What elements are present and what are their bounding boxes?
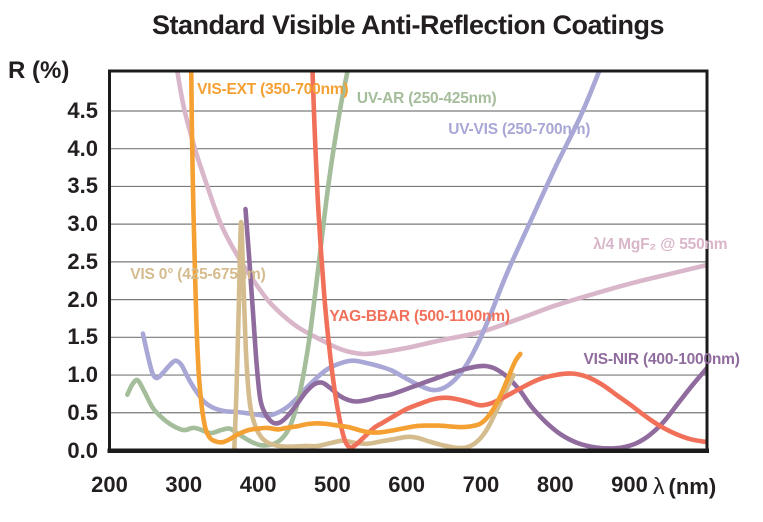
y-tick-label: 4.0 [67, 135, 98, 161]
y-tick-label: 1.5 [67, 324, 98, 350]
x-tick-label: 200 [91, 472, 128, 497]
lambda-symbol: λ [653, 473, 665, 499]
y-tick-label: 4.5 [67, 97, 98, 123]
x-axis-unit: (nm) [668, 474, 717, 499]
x-tick-label: 700 [462, 472, 500, 497]
x-tick-label: 400 [239, 472, 277, 497]
series-label-uv-vis: UV-VIS (250-700nm) [448, 120, 591, 138]
series-label-yag-bbar: YAG-BBAR (500-1100nm) [329, 307, 510, 325]
curve-vis-nir [243, 206, 709, 451]
series-label-vis-ext: VIS-EXT (350-700nm) [197, 80, 349, 98]
y-tick-label: 0.5 [67, 399, 98, 425]
series-label-vis-0deg: VIS 0° (425-675nm) [130, 265, 266, 283]
y-tick-label: 3.5 [67, 173, 98, 199]
x-tick-label: 900 [611, 472, 648, 497]
y-tick-label: 2.0 [67, 286, 98, 312]
x-tick-label: 800 [536, 472, 574, 497]
y-tick-label: 3.0 [67, 211, 98, 237]
x-tick-label: 600 [388, 472, 426, 497]
curve-yag-bbar [310, 70, 709, 450]
curve-vis-ext [188, 70, 523, 445]
y-tick-label: 0.0 [67, 437, 98, 463]
x-axis-label: λ (nm) [653, 473, 716, 500]
curve-vis-0deg [232, 220, 516, 451]
series-label-quarter-wave-mgf2: λ/4 MgF₂ @ 550nm [593, 235, 728, 253]
series-label-uv-ar: UV-AR (250-425nm) [356, 89, 497, 107]
chart-title: Standard Visible Anti-Reflection Coating… [151, 10, 665, 40]
curve-uv-vis [140, 70, 602, 419]
y-axis-label: R (%) [8, 57, 70, 84]
y-tick-label: 2.5 [67, 248, 98, 274]
series-label-vis-nir: VIS-NIR (400-1000nm) [583, 350, 740, 368]
x-tick-label: 500 [314, 472, 351, 497]
y-tick-label: 1.0 [67, 362, 98, 388]
x-tick-label: 300 [165, 472, 203, 497]
curve-quarter-wave-mgf2 [174, 70, 709, 357]
